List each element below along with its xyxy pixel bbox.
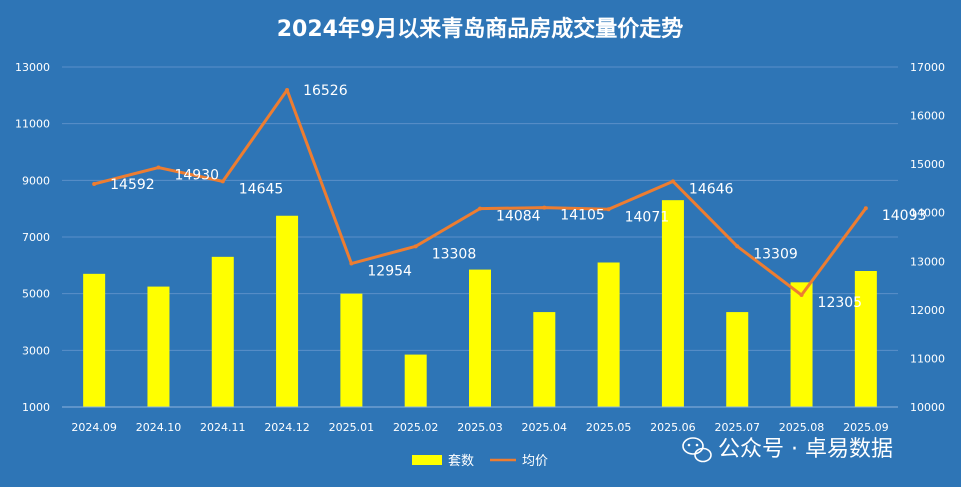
data-label: 16526	[303, 83, 348, 99]
y-right-tick-label: 17000	[910, 61, 945, 74]
data-labels: 14592 14930 14645 16526 12954 13308 14084 14105…	[110, 83, 926, 311]
y-right-tick-label: 12000	[910, 304, 945, 317]
bar	[404, 354, 427, 407]
y-left-tick-label: 11000	[15, 118, 50, 131]
y-left-tick-label: 1000	[22, 401, 50, 414]
x-tick-label: 2025.07	[714, 421, 760, 434]
data-label: 14105	[560, 208, 605, 224]
y-right-tick-label: 13000	[910, 255, 945, 268]
y-right-tick-label: 10000	[910, 401, 945, 414]
legend-label-bar: 套数	[448, 453, 474, 469]
bar	[211, 256, 234, 407]
y-left-tick-label: 9000	[22, 174, 50, 187]
line-point	[542, 205, 547, 210]
y-right-tick-label: 15000	[910, 158, 945, 171]
y-left-tick-label: 3000	[22, 344, 50, 357]
bar	[790, 282, 813, 407]
line-point	[92, 181, 97, 186]
line-point	[413, 244, 418, 249]
data-label: 14084	[496, 209, 541, 225]
y-left-tick-label: 13000	[15, 61, 50, 74]
line-point	[285, 88, 290, 93]
data-label: 14071	[625, 209, 670, 225]
watermark-text: 公众号 · 卓易数据	[718, 437, 893, 462]
x-tick-label: 2024.09	[71, 421, 117, 434]
x-tick-label: 2024.10	[136, 421, 182, 434]
legend: 套数 均价	[412, 453, 548, 469]
y-right-tick-label: 14000	[910, 207, 945, 220]
x-tick-label: 2025.01	[329, 421, 375, 434]
line-point	[478, 206, 482, 211]
data-label: 13309	[753, 246, 798, 262]
x-tick-label: 2024.12	[264, 421, 310, 434]
line-point	[349, 261, 354, 266]
bar	[726, 312, 749, 407]
bar	[147, 286, 170, 407]
bar	[533, 312, 556, 407]
data-label: 14592	[110, 177, 155, 193]
legend-label-line: 均价	[522, 454, 548, 469]
y-right-tick-label: 11000	[910, 352, 945, 365]
x-tick-label: 2025.06	[650, 421, 696, 434]
bar	[469, 269, 491, 407]
line-point	[220, 179, 225, 184]
data-label: 13308	[432, 246, 477, 262]
bar	[340, 293, 363, 407]
watermark: 公众号 · 卓易数据	[682, 437, 893, 463]
x-tick-label: 2025.03	[457, 421, 503, 434]
data-label: 12954	[367, 264, 412, 280]
x-tick-label: 2025.02	[393, 421, 439, 434]
line-series	[92, 88, 868, 298]
bar	[597, 262, 620, 407]
bar	[276, 215, 299, 407]
axes: 1000 3000 5000 7000 9000 11000 13000 10000 11000…	[15, 61, 945, 434]
x-tick-label: 2025.05	[586, 421, 632, 434]
data-label: 14930	[174, 168, 219, 184]
legend-swatch-bar	[412, 455, 442, 465]
data-label: 14645	[239, 181, 284, 197]
x-tick-label: 2025.08	[779, 421, 825, 434]
y-right-tick-label: 16000	[910, 110, 945, 123]
line-point	[799, 293, 804, 298]
bar	[854, 271, 877, 407]
y-left-tick-label: 7000	[22, 231, 50, 244]
x-tick-label: 2025.04	[522, 421, 568, 434]
y-left-tick-label: 5000	[22, 288, 50, 301]
x-tick-label: 2024.11	[200, 421, 246, 434]
data-label: 12305	[818, 295, 863, 311]
wechat-icon	[682, 437, 712, 463]
line-point	[863, 206, 868, 211]
line-point	[670, 179, 675, 184]
line-path	[93, 88, 868, 297]
data-label: 14093	[882, 208, 927, 224]
bar-series	[83, 200, 877, 407]
bar	[83, 273, 106, 407]
data-label: 14646	[689, 181, 734, 197]
bar	[661, 200, 684, 407]
chart-title: 2024年9月以来青岛商品房成交量价走势	[277, 16, 684, 42]
x-tick-label: 2025.09	[843, 421, 889, 434]
line-point	[156, 165, 161, 170]
line-point	[606, 207, 611, 212]
line-point	[735, 244, 740, 249]
